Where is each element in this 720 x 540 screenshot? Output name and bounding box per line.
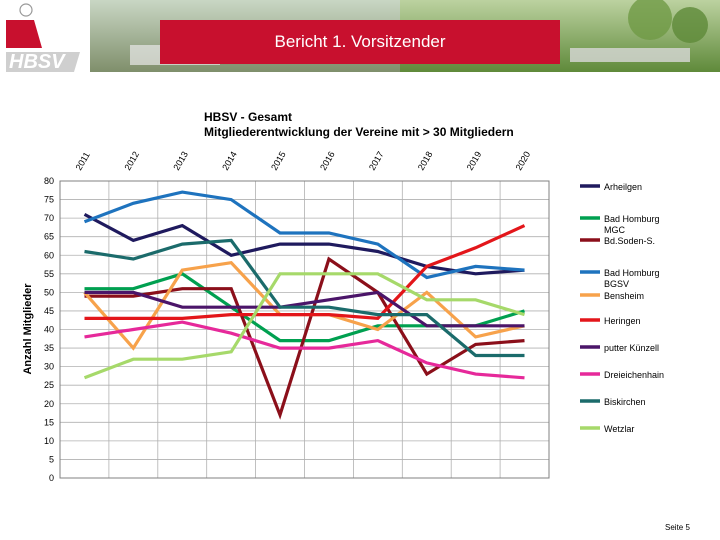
golf-ball-icon bbox=[19, 3, 33, 17]
y-tick-label: 20 bbox=[44, 399, 54, 409]
hbsv-logo: HBSV bbox=[0, 0, 85, 80]
logo-base bbox=[6, 52, 80, 72]
y-tick-label: 80 bbox=[44, 176, 54, 186]
legend-label: Bad Homburg MGC bbox=[604, 214, 660, 235]
x-tick-label: 2018 bbox=[416, 150, 435, 172]
y-tick-label: 70 bbox=[44, 213, 54, 223]
logo-text: HBSV bbox=[9, 51, 66, 73]
legend-label: Bensheim bbox=[604, 291, 644, 301]
y-tick-label: 50 bbox=[44, 287, 54, 297]
y-tick-label: 5 bbox=[49, 454, 54, 464]
plot-area bbox=[59, 180, 550, 479]
x-tick-label: 2011 bbox=[74, 150, 92, 172]
y-tick-label: 75 bbox=[44, 195, 54, 205]
page-number: Seite 5 bbox=[665, 523, 690, 532]
legend-label: Biskirchen bbox=[604, 397, 646, 407]
x-tick-label: 2016 bbox=[318, 150, 337, 172]
legend-label: Dreieichenhain bbox=[604, 370, 664, 380]
y-tick-label: 65 bbox=[44, 232, 54, 242]
line-chart: 0 5 10 15 20 25 30 35 40 45 50 55 60 65 70 75 80 2011 2012… bbox=[22, 150, 664, 483]
series-line bbox=[84, 238, 525, 358]
logo-shape bbox=[6, 20, 42, 48]
y-tick-label: 55 bbox=[44, 269, 54, 279]
legend-label: Bad Homburg BGSV bbox=[604, 268, 660, 289]
series-line bbox=[84, 224, 526, 321]
legend-label: Wetzlar bbox=[604, 424, 634, 434]
page-title-banner: Bericht 1. Vorsitzender bbox=[160, 20, 560, 64]
legend-label: Heringen bbox=[604, 316, 641, 326]
series-line bbox=[84, 290, 525, 328]
legend-label: Arheilgen bbox=[604, 182, 642, 192]
chart-title-block: HBSV - Gesamt Mitgliederentwicklung der … bbox=[204, 110, 514, 140]
series-line bbox=[84, 320, 525, 380]
legend-label: putter Künzell bbox=[604, 343, 659, 353]
x-tick-label: 2020 bbox=[514, 150, 533, 172]
page-title: Bericht 1. Vorsitzender bbox=[274, 32, 446, 51]
y-tick-label: 15 bbox=[44, 417, 54, 427]
chart-title: HBSV - Gesamt bbox=[204, 110, 293, 124]
x-tick-label: 2014 bbox=[220, 150, 239, 172]
y-tick-label: 25 bbox=[44, 380, 54, 390]
x-tick-label: 2013 bbox=[171, 150, 190, 172]
y-tick-label: 0 bbox=[49, 473, 54, 483]
y-tick-label: 60 bbox=[44, 250, 54, 260]
series-lines bbox=[83, 190, 526, 420]
x-tick-label: 2019 bbox=[465, 150, 484, 172]
series-line bbox=[83, 212, 525, 276]
chart-subtitle: Mitgliederentwicklung der Vereine mit > … bbox=[204, 125, 514, 139]
series-line bbox=[83, 190, 525, 280]
y-tick-label: 30 bbox=[44, 362, 54, 372]
y-tick-label: 40 bbox=[44, 325, 54, 335]
y-tick-label: 10 bbox=[44, 436, 54, 446]
y-axis-label: Anzahl Mitglieder bbox=[22, 283, 34, 375]
y-tick-label: 45 bbox=[44, 306, 54, 316]
series-line bbox=[84, 256, 525, 420]
y-tick-label: 35 bbox=[44, 343, 54, 353]
legend-label: Bd.Soden-S. bbox=[604, 236, 655, 246]
x-tick-label: 2015 bbox=[269, 150, 288, 172]
x-tick-label: 2017 bbox=[367, 150, 386, 172]
x-tick-label: 2012 bbox=[122, 150, 141, 172]
series-line bbox=[83, 272, 525, 380]
